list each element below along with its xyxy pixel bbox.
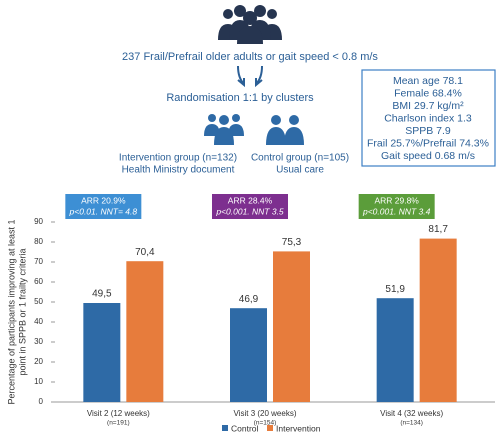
baseline-stat: Frail 25.7%/Prefrail 74.3% [367,137,489,149]
control-icon [266,115,304,145]
value-label: 46,9 [239,294,259,305]
value-label: 81,7 [428,224,448,235]
baseline-stat: Mean age 78.1 [393,75,463,87]
y-tick-label: 70 [34,257,43,266]
arr-stats: p<0.01. NNT= 4.8 [69,206,138,216]
intervention-group: Intervention group (n=132) [119,153,237,164]
baseline-stat: Charlson index 1.3 [384,112,472,124]
bar [83,303,121,402]
bar [230,308,267,402]
arr-text: ARR 20.9% [81,195,126,205]
y-tick-label: 0 [39,397,44,406]
x-tick-label: Visit 2 (12 weeks) [87,409,150,418]
intervention-detail: Health Ministry document [122,165,235,176]
arr-text: ARR 29.8% [374,195,419,205]
bar [419,238,457,402]
y-tick-label: 60 [34,277,43,286]
y-tick-label: 40 [34,317,43,326]
x-tick-label: Visit 3 (20 weeks) [234,409,297,418]
y-axis-label: Percentage of participants improving at … [6,219,16,404]
arr-stats: p<0.001. NNT 3.5 [215,206,284,216]
y-axis-label: point in SPPB or 1 frailty criteria [17,248,27,375]
legend-swatch [222,425,228,431]
x-tick-note: (n=154) [254,420,277,427]
arr-box [358,194,435,219]
value-label: 75,3 [282,237,302,248]
legend-label: Control [231,423,259,433]
bar [376,298,414,402]
baseline-box [361,69,496,167]
arr-box [65,194,142,219]
split-arrows [237,65,263,88]
baseline-stat: SPPB 7.9 [405,125,451,137]
x-tick-note: (n=191) [107,420,130,427]
baseline-stat: Female 68.4% [394,87,462,99]
legend-label: Intervention [276,423,321,433]
y-tick-label: 20 [34,357,43,366]
bar [273,251,310,402]
arr-stats: p<0.001. NNT 3.4 [362,206,431,216]
value-label: 70,4 [135,247,155,258]
x-tick-note: (n=134) [400,420,423,427]
intervention-icon [204,114,244,145]
value-label: 51,9 [385,284,405,295]
y-tick-label: 80 [34,237,43,246]
legend-swatch [267,425,273,431]
people-icon [218,5,282,44]
baseline-stat: Gait speed 0.68 m/s [381,150,475,162]
value-label: 49,5 [92,289,112,300]
baseline-stat: BMI 29.7 kg/m² [392,100,464,112]
control-group: Control group (n=105) [251,153,349,164]
control-detail: Usual care [276,165,324,176]
y-tick-label: 10 [34,377,43,386]
bar [126,261,164,402]
population-text: 237 Frail/Prefrail older adults or gait … [122,51,378,63]
arr-text: ARR 28.4% [228,195,273,205]
y-tick-label: 50 [34,297,43,306]
x-tick-label: Visit 4 (32 weeks) [380,409,443,418]
randomisation-text: Randomisation 1:1 by clusters [166,92,314,104]
y-tick-label: 30 [34,337,43,346]
arr-box [212,194,288,219]
y-tick-label: 90 [34,217,43,226]
